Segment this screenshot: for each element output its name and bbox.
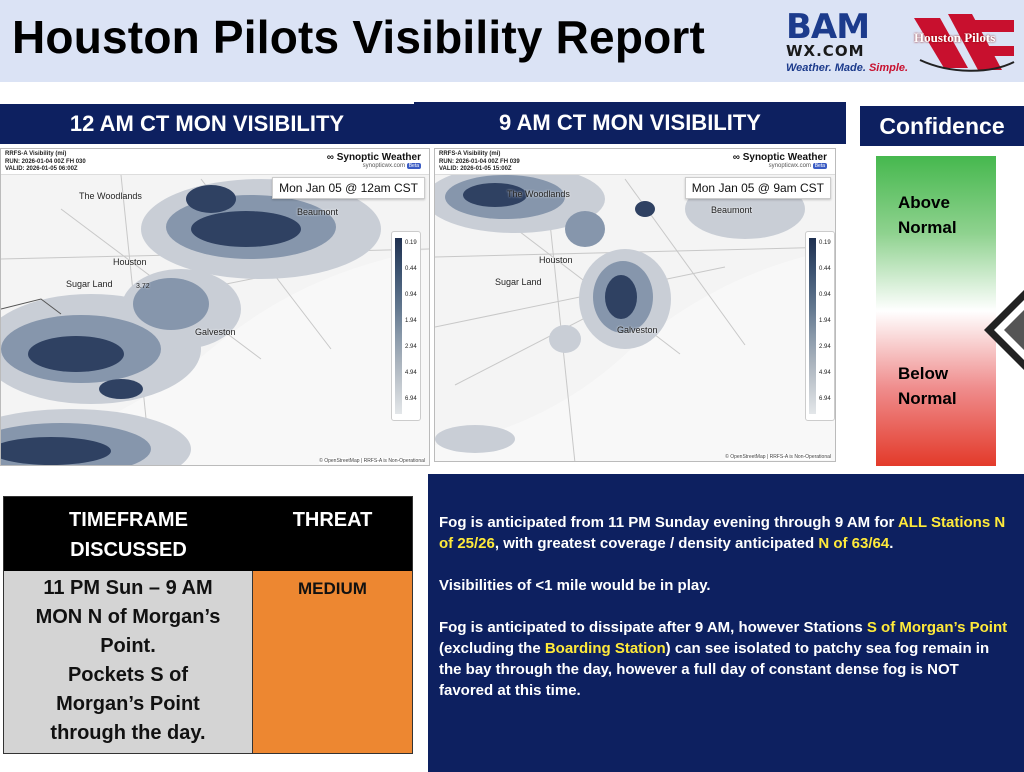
narrative-paragraph: Fog is anticipated to dissipate after 9 …: [439, 619, 1008, 699]
legend-tick: 2.94: [819, 344, 831, 350]
city-label: Galveston: [617, 325, 658, 335]
threat-level-cell: MEDIUM: [253, 571, 412, 753]
synoptic-brand-name: Synoptic Weather: [336, 152, 421, 163]
synoptic-url: synopticwx.com: [768, 163, 812, 169]
model-valid: VALID: 2026-01-05 15:00Z: [439, 166, 512, 172]
model-run-info: RRFS-A Visibility (mi) RUN: 2026-01-04 0…: [439, 151, 520, 174]
header-banner: Houston Pilots Visibility Report BAM WX.…: [0, 0, 1024, 82]
city-label: The Woodlands: [507, 189, 570, 199]
legend-tick: 4.94: [405, 370, 417, 376]
city-label: Sugar Land: [66, 279, 113, 289]
narrative-paragraph: Fog is anticipated from 11 PM Sunday eve…: [439, 514, 1006, 552]
confidence-title: Confidence: [860, 106, 1024, 146]
model-name: RRFS-A Visibility (mi): [5, 151, 67, 157]
timeframe-header: TIMEFRAME DISCUSSED: [4, 497, 253, 571]
model-valid: VALID: 2026-01-05 06:00Z: [5, 166, 78, 172]
narrative-paragraph: Visibilities of <1 mile would be in play…: [439, 577, 711, 594]
legend-tick: 0.19: [405, 240, 417, 246]
city-label: Beaumont: [711, 205, 753, 215]
legend-tick: 0.44: [819, 266, 831, 272]
bam-wx-logo: BAM WX.COM Weather. Made. Simple.: [786, 7, 908, 74]
visibility-map-12am: RRFS-A Visibility (mi) RUN: 2026-01-04 0…: [0, 148, 430, 466]
model-run: RUN: 2026-01-04 00Z FH 039: [439, 158, 520, 165]
city-label: Sugar Land: [495, 277, 542, 287]
houston-pilots-logo: Houston Pilots: [910, 10, 1018, 76]
bam-logo-domain: WX.COM: [786, 42, 865, 60]
synoptic-url: synopticwx.com: [362, 163, 406, 169]
synoptic-brand: ∞ Synoptic Weather synopticwx.com Beta: [733, 152, 827, 169]
city-label: The Woodlands: [79, 191, 142, 201]
beta-badge: Beta: [406, 163, 421, 169]
point-value: 3.72: [136, 283, 150, 290]
visibility-legend: 0.19 0.44 0.94 1.94 2.94 4.94 6.94: [805, 231, 835, 421]
valid-time-stamp: Mon Jan 05 @ 9am CST: [684, 177, 831, 199]
map-header-strip: RRFS-A Visibility (mi) RUN: 2026-01-04 0…: [435, 149, 835, 175]
houston-pilots-emblem-icon: [914, 14, 1015, 72]
city-label: Beaumont: [297, 207, 339, 217]
legend-tick: 1.94: [819, 318, 831, 324]
left-map-title: 12 AM CT MON VISIBILITY: [0, 104, 414, 144]
confidence-gradient-bar: [876, 156, 996, 466]
infinity-icon: ∞: [326, 152, 337, 163]
confidence-below-label: Below Normal: [898, 364, 957, 408]
model-name: RRFS-A Visibility (mi): [439, 151, 501, 157]
model-run-info: RRFS-A Visibility (mi) RUN: 2026-01-04 0…: [5, 151, 86, 174]
fog-map-graphic: [435, 149, 835, 461]
visibility-legend: 0.19 0.44 0.94 1.94 2.94 4.94 6.94: [391, 231, 421, 421]
legend-tick: 6.94: [819, 396, 831, 402]
forecast-narrative: Fog is anticipated from 11 PM Sunday eve…: [428, 474, 1024, 772]
map-attribution: © OpenStreetMap | RRFS-A is Non-Operatio…: [725, 454, 831, 460]
legend-tick: 6.94: [405, 396, 417, 402]
city-label: Galveston: [195, 327, 236, 337]
beta-badge: Beta: [812, 163, 827, 169]
houston-pilots-logo-text: Houston Pilots: [914, 30, 996, 45]
legend-tick: 0.94: [405, 292, 417, 298]
legend-tick: 4.94: [819, 370, 831, 376]
map-attribution: © OpenStreetMap | RRFS-A is Non-Operatio…: [319, 458, 425, 464]
legend-tick: 1.94: [405, 318, 417, 324]
map-header-strip: RRFS-A Visibility (mi) RUN: 2026-01-04 0…: [1, 149, 429, 175]
legend-color-bar: [395, 238, 402, 414]
legend-tick: 2.94: [405, 344, 417, 350]
bam-logo-text: BAM: [786, 7, 870, 47]
page-title: Houston Pilots Visibility Report: [12, 11, 706, 63]
confidence-pointer-icon: [984, 290, 1024, 370]
infinity-icon: ∞: [732, 152, 743, 163]
legend-tick: 0.44: [405, 266, 417, 272]
synoptic-brand: ∞ Synoptic Weather synopticwx.com Beta: [327, 152, 421, 169]
timeframe-cell: 11 PM Sun – 9 AM MON N of Morgan’s Point…: [4, 571, 253, 753]
confidence-above-label: Above Normal: [898, 193, 957, 237]
city-label: Houston: [113, 257, 147, 267]
synoptic-brand-name: Synoptic Weather: [742, 152, 827, 163]
legend-color-bar: [809, 238, 816, 414]
visibility-map-9am: RRFS-A Visibility (mi) RUN: 2026-01-04 0…: [434, 148, 836, 462]
threat-header: THREAT: [253, 497, 412, 571]
fog-map-graphic: [1, 149, 429, 465]
model-run: RUN: 2026-01-04 00Z FH 030: [5, 158, 86, 165]
legend-tick: 0.19: [819, 240, 831, 246]
bam-logo-tagline: Weather. Made. Simple.: [786, 62, 909, 74]
right-map-title: 9 AM CT MON VISIBILITY: [414, 102, 846, 144]
valid-time-stamp: Mon Jan 05 @ 12am CST: [272, 177, 425, 199]
legend-tick: 0.94: [819, 292, 831, 298]
city-label: Houston: [539, 255, 573, 265]
threat-table: TIMEFRAME DISCUSSED THREAT 11 PM Sun – 9…: [3, 496, 413, 754]
